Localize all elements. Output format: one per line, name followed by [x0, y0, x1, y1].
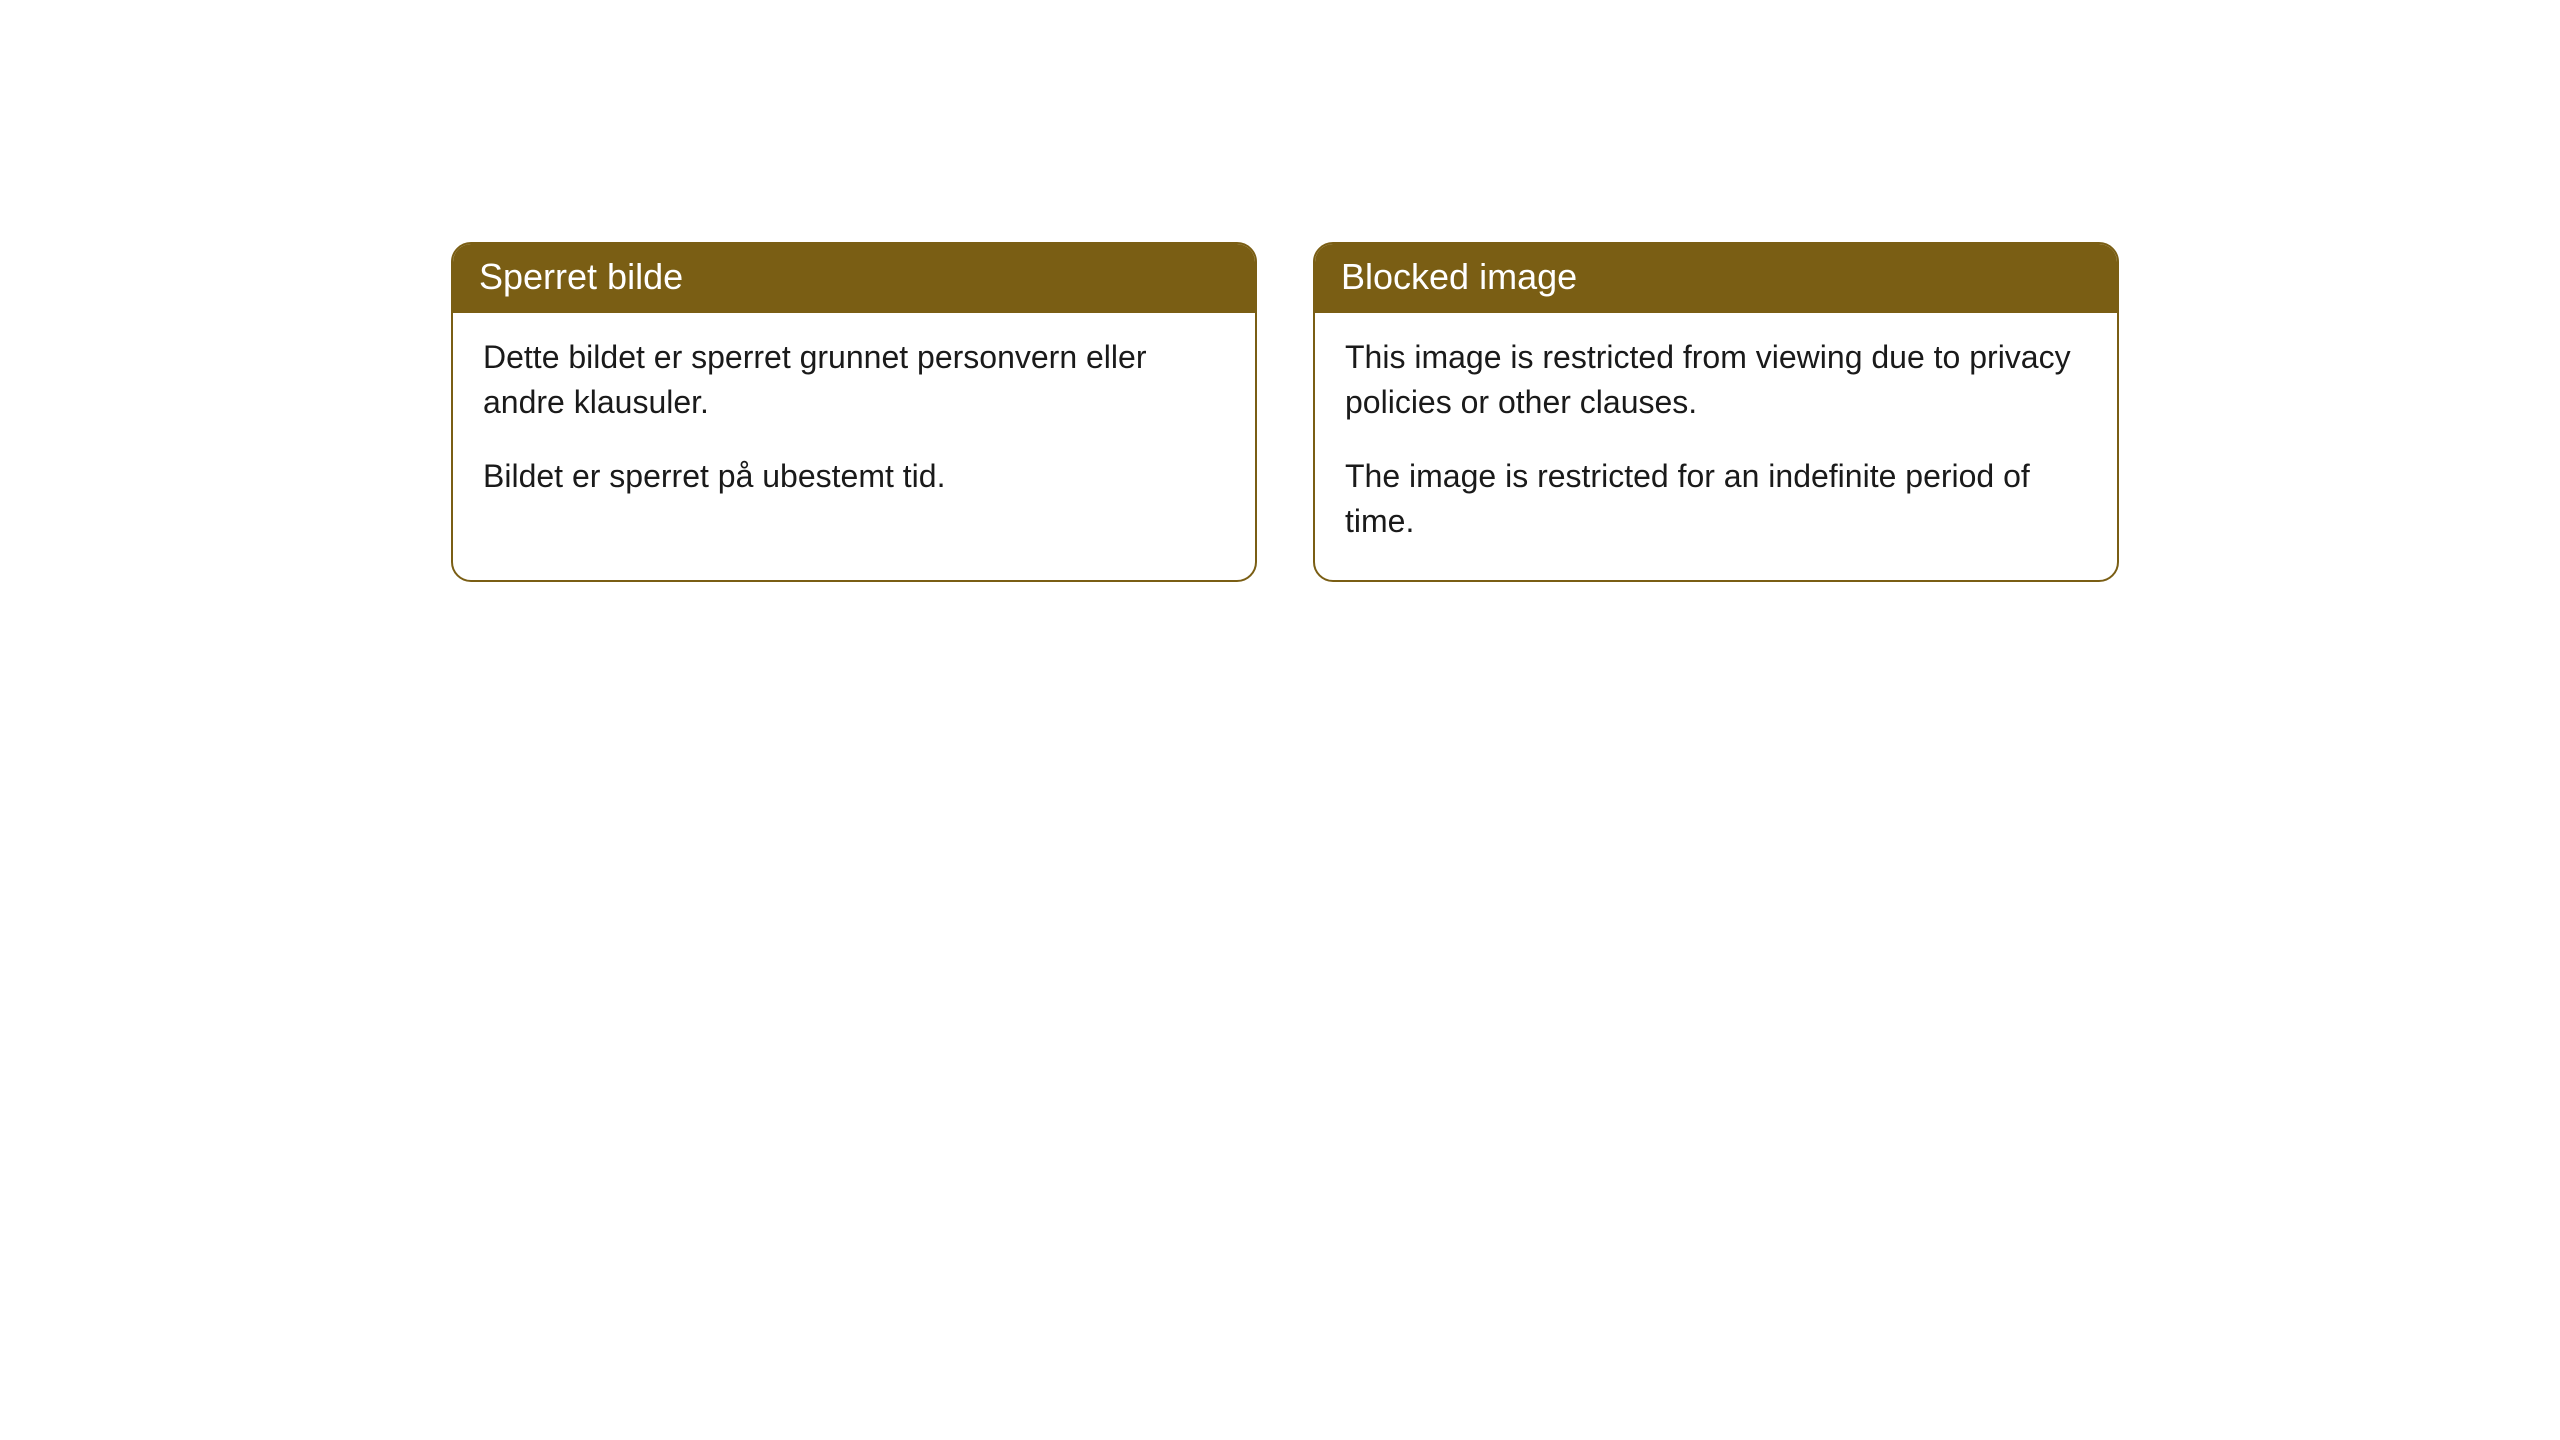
- blocked-image-card-no: Sperret bilde Dette bildet er sperret gr…: [451, 242, 1257, 582]
- blocked-image-card-en: Blocked image This image is restricted f…: [1313, 242, 2119, 582]
- card-paragraph: This image is restricted from viewing du…: [1345, 335, 2087, 425]
- card-paragraph: The image is restricted for an indefinit…: [1345, 454, 2087, 544]
- card-body: Dette bildet er sperret grunnet personve…: [453, 313, 1255, 535]
- card-container: Sperret bilde Dette bildet er sperret gr…: [451, 242, 2119, 582]
- card-header: Blocked image: [1315, 244, 2117, 313]
- card-body: This image is restricted from viewing du…: [1315, 313, 2117, 580]
- card-paragraph: Dette bildet er sperret grunnet personve…: [483, 335, 1225, 425]
- card-paragraph: Bildet er sperret på ubestemt tid.: [483, 454, 1225, 499]
- card-header: Sperret bilde: [453, 244, 1255, 313]
